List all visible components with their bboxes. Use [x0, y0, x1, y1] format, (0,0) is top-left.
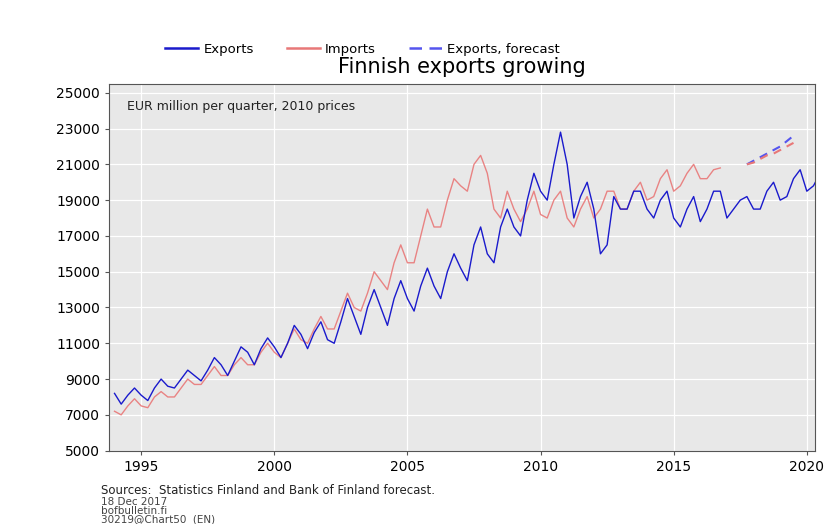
- Text: bofbulletin.fi: bofbulletin.fi: [101, 506, 167, 516]
- Title: Finnish exports growing: Finnish exports growing: [339, 57, 585, 77]
- Text: Sources:  Statistics Finland and Bank of Finland forecast.: Sources: Statistics Finland and Bank of …: [101, 484, 435, 497]
- Text: EUR million per quarter, 2010 prices: EUR million per quarter, 2010 prices: [127, 101, 355, 113]
- Text: 18 Dec 2017: 18 Dec 2017: [101, 497, 167, 507]
- Legend: Exports, Imports, Exports, forecast: Exports, Imports, Exports, forecast: [165, 43, 560, 56]
- Text: 30219@Chart50  (EN): 30219@Chart50 (EN): [101, 514, 215, 524]
